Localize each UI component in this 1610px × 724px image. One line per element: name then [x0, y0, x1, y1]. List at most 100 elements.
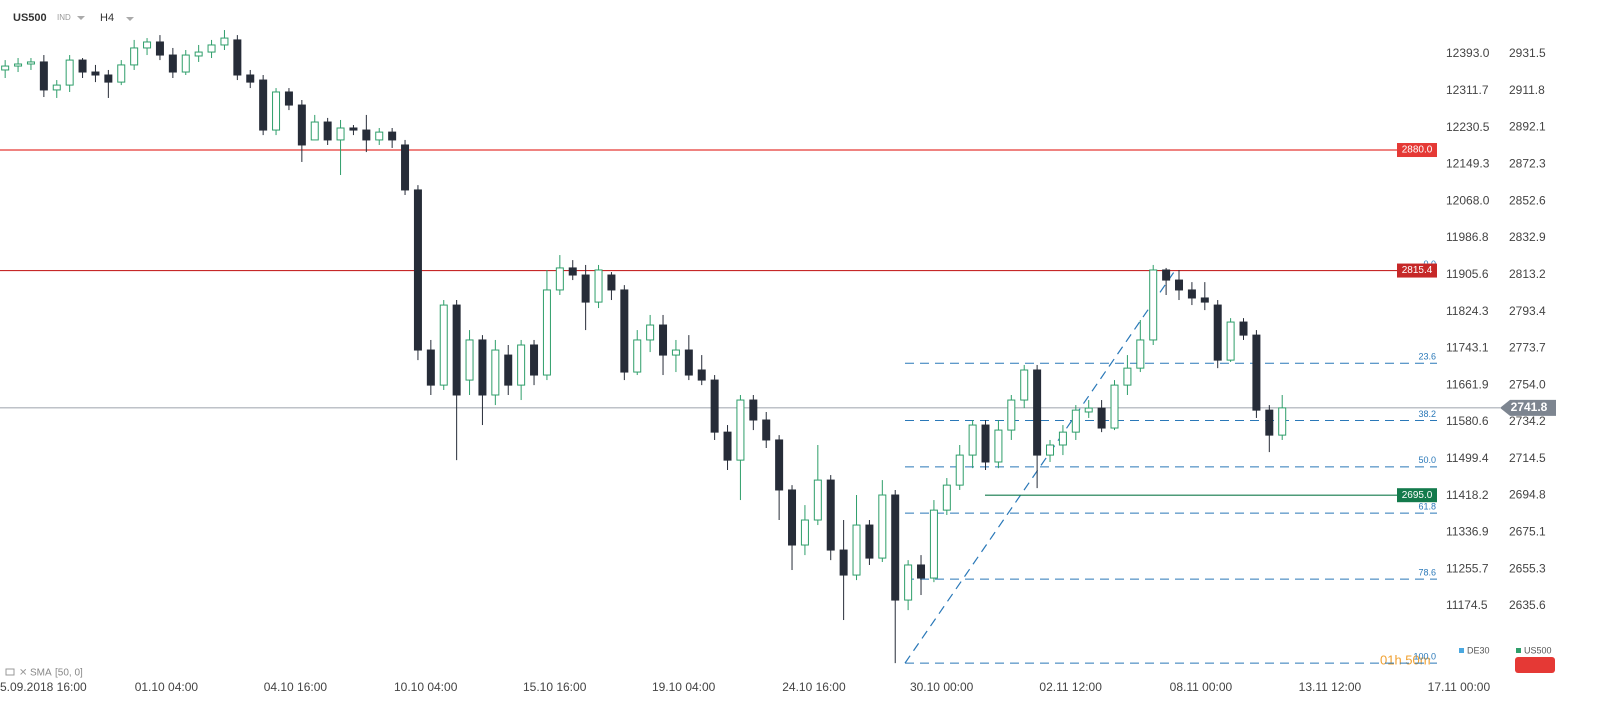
candle-body: [788, 489, 797, 546]
y-tick-label: 2635.6: [1509, 598, 1546, 612]
candle-body: [865, 524, 874, 559]
candle-body: [826, 479, 835, 551]
y2-tick-label: 12311.7: [1446, 83, 1489, 97]
candle-body: [762, 419, 771, 441]
y-tick-label: 2655.3: [1509, 561, 1546, 575]
indicator-name: SMA: [30, 668, 52, 679]
candle-body: [1123, 367, 1132, 386]
legend-label: DE30: [1467, 645, 1490, 655]
candle-body: [1252, 334, 1261, 411]
interval[interactable]: H4: [100, 12, 114, 24]
candle-body: [620, 289, 629, 373]
candle-body: [994, 429, 1003, 463]
candle-body: [1058, 431, 1067, 446]
y2-tick-label: 11661.9: [1446, 377, 1489, 391]
candle-body: [710, 379, 719, 433]
candle-body: [1278, 407, 1287, 436]
candle-body: [1097, 407, 1106, 429]
candle-body: [259, 79, 268, 131]
candle-body: [697, 369, 706, 381]
candle-body: [233, 39, 242, 76]
candle-body: [336, 127, 345, 141]
candle-body: [684, 349, 693, 376]
y2-tick-label: 12149.3: [1446, 157, 1490, 171]
candle-body: [1149, 269, 1158, 341]
candle-body: [168, 54, 177, 73]
candle-body: [581, 274, 590, 303]
market: IND: [57, 13, 71, 22]
x-tick-label: 15.10 16:00: [523, 680, 587, 694]
y2-tick-label: 11499.4: [1446, 451, 1489, 465]
candle-body: [362, 129, 371, 141]
candle-body: [942, 484, 951, 511]
legend-label: US500: [1524, 645, 1552, 655]
candle-body: [1071, 409, 1080, 433]
candle-body: [478, 339, 487, 396]
candle-body: [14, 63, 23, 67]
x-tick-label: 10.10 04:00: [394, 680, 458, 694]
indicator-icon[interactable]: [5, 668, 15, 676]
x-tick-label: 30.10 00:00: [910, 680, 974, 694]
candle-body: [220, 37, 229, 46]
last-price-label: 2741.8: [1511, 400, 1548, 414]
candle-body: [1200, 297, 1209, 303]
candle-body: [1239, 321, 1248, 336]
legend-swatch: [1516, 648, 1521, 653]
candle-body: [775, 439, 784, 491]
candle-body: [594, 269, 603, 303]
candle-body: [375, 131, 384, 141]
candle-body: [1136, 339, 1145, 369]
candle-body: [542, 289, 551, 376]
y-tick-label: 2714.5: [1509, 451, 1546, 465]
candle-body: [155, 41, 164, 56]
candle-body: [1046, 444, 1055, 456]
symbol[interactable]: US500: [13, 12, 47, 24]
y-tick-label: 2832.9: [1509, 230, 1546, 244]
fib-level-label: 78.6: [1418, 567, 1436, 577]
candle-body: [1020, 369, 1029, 401]
y2-tick-label: 12068.0: [1446, 193, 1490, 207]
fib-level-label: 61.8: [1418, 502, 1436, 512]
y-tick-label: 2813.2: [1509, 267, 1546, 281]
y-tick-label: 2694.8: [1509, 488, 1546, 502]
candle-body: [917, 564, 926, 579]
candle-body: [633, 339, 642, 373]
y2-tick-label: 12393.0: [1446, 46, 1490, 60]
y-tick-label: 2754.0: [1509, 377, 1546, 391]
candle-body: [929, 509, 938, 579]
candle-body: [130, 47, 139, 66]
y2-tick-label: 12230.5: [1446, 120, 1490, 134]
action-button[interactable]: [1515, 657, 1555, 673]
candle-body: [284, 91, 293, 106]
candle-body: [1084, 407, 1093, 413]
candle-body: [749, 399, 758, 421]
x-tick-label: 25.09.2018 16:00: [0, 680, 87, 694]
x-tick-label: 01.10 04:00: [135, 680, 199, 694]
candle-body: [504, 354, 513, 386]
level-label: 2695.0: [1402, 490, 1433, 501]
candle-body: [904, 564, 913, 601]
indicator-close[interactable]: ✕: [19, 668, 27, 679]
candle-body: [426, 349, 435, 386]
candle-body: [52, 84, 61, 91]
candle-body: [1265, 409, 1274, 436]
fib-level-label: 23.6: [1418, 352, 1436, 362]
candle-body: [465, 339, 474, 381]
fib-level-label: 50.0: [1418, 455, 1436, 465]
candle-body: [104, 74, 113, 83]
dropdown-caret[interactable]: [77, 16, 85, 20]
y-tick-label: 2892.1: [1509, 120, 1546, 134]
candle-body: [207, 44, 216, 53]
y-tick-label: 2911.8: [1509, 83, 1545, 97]
legend-swatch: [1459, 648, 1464, 653]
y-tick-label: 2734.2: [1509, 414, 1546, 428]
candle-body: [607, 274, 616, 291]
y2-tick-label: 11986.8: [1446, 230, 1489, 244]
candle-body: [1187, 289, 1196, 299]
candle-body: [401, 144, 410, 191]
candle-body: [555, 267, 564, 291]
candle-body: [955, 454, 964, 486]
dropdown-caret[interactable]: [126, 17, 134, 21]
candle-body: [452, 304, 461, 396]
